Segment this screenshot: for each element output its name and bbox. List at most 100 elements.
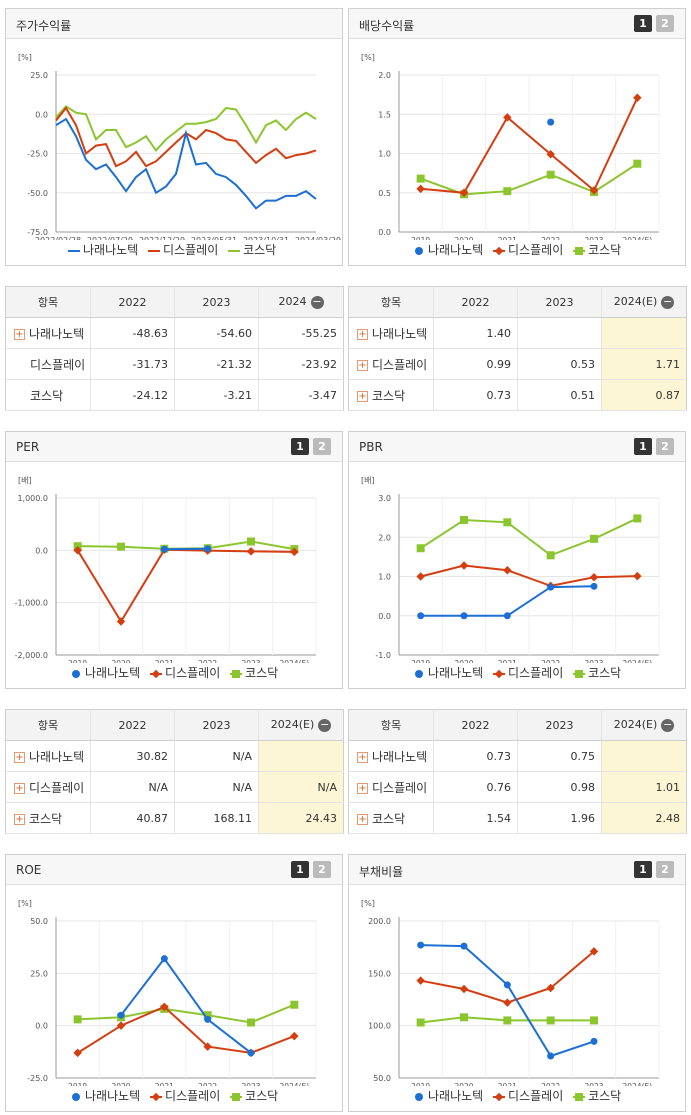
page-1-button[interactable]: 1 [291, 861, 309, 878]
expand-plus-icon[interactable]: + [357, 390, 368, 402]
legend-kosdaq[interactable]: 코스닥 [228, 241, 276, 258]
header-year-label: 2024 [278, 295, 307, 309]
data-point-kosdaq [416, 544, 425, 553]
collapse-icon[interactable]: − [661, 294, 675, 309]
pbr-header: PBR 1 2 [349, 432, 685, 462]
legend-nara[interactable]: 나래나노텍 [413, 241, 483, 258]
legend-display-label: 디스플레이 [163, 243, 219, 257]
x-tick-label: 2021 [498, 236, 517, 240]
legend-display[interactable]: 디스플레이 [150, 664, 220, 681]
page-2-button[interactable]: 2 [656, 438, 674, 455]
header-item: 항목 [348, 709, 434, 741]
legend-kosdaq[interactable]: 코스닥 [573, 1087, 621, 1104]
legend-kosdaq[interactable]: 코스닥 [230, 1087, 278, 1104]
data-point-nara [460, 612, 468, 620]
value-cell: 0.75 [517, 740, 602, 772]
table-row: 디스플레이 -31.73 -21.32 -23.92 [5, 348, 344, 380]
legend-display[interactable]: 디스플레이 [493, 241, 563, 258]
series-line-kosdaq [77, 1003, 295, 1024]
expand-plus-icon[interactable]: + [357, 813, 368, 825]
legend-nara[interactable]: 나래나노텍 [70, 664, 140, 681]
legend-kosdaq-label: 코스닥 [588, 243, 622, 257]
data-point-display [416, 572, 425, 581]
value-cell: 0.51 [517, 379, 602, 411]
expand-plus-icon[interactable]: + [357, 328, 368, 340]
per-table: 항목 2022 2023 2024(E) − + 나래나노텍 30.82 N/A +… [5, 709, 344, 834]
data-point-nara [503, 981, 511, 989]
legend-nara[interactable]: 나래나노텍 [68, 241, 138, 258]
value-cell: 0.87 [601, 379, 687, 411]
row-name-cell[interactable]: + 디스플레이 [5, 771, 91, 803]
value-cell: N/A [258, 771, 344, 803]
collapse-icon[interactable]: − [661, 717, 675, 732]
x-tick-label: 2020 [454, 659, 473, 663]
x-tick-label: 2020 [111, 1082, 130, 1086]
page-2-button[interactable]: 2 [656, 15, 674, 32]
row-name-cell[interactable]: + 코스닥 [348, 802, 434, 834]
legend-kosdaq[interactable]: 코스닥 [573, 664, 621, 681]
collapse-icon[interactable]: − [318, 717, 332, 732]
value-cell: 24.43 [258, 802, 344, 834]
legend-nara[interactable]: 나래나노텍 [70, 1087, 140, 1104]
x-tick-label: 2022 [541, 236, 560, 240]
value-cell [601, 740, 687, 772]
y-unit-label: [%] [18, 899, 32, 908]
page-1-button[interactable]: 1 [634, 438, 652, 455]
data-point-nara [117, 1011, 125, 1019]
data-point-kosdaq [546, 1016, 555, 1025]
table-header-row: 항목 2022 2023 2024(E) − [348, 709, 687, 741]
legend-nara-label: 나래나노텍 [83, 243, 139, 257]
x-tick-label: 2020 [454, 1082, 473, 1086]
dividend-yield-chart: [%]2.0 1.5 1.0 0.5 0.0 2019 2020 2021 2022 2023 20… [361, 53, 660, 240]
data-point-kosdaq [503, 187, 512, 196]
y-tick-label: -75.0 [27, 228, 48, 237]
expand-plus-icon[interactable]: + [357, 359, 368, 371]
page-1-button[interactable]: 1 [634, 15, 652, 32]
page-1-button[interactable]: 1 [291, 438, 309, 455]
legend-display[interactable]: 디스플레이 [148, 241, 218, 258]
legend-kosdaq-label: 코스닥 [243, 243, 277, 257]
series-line-kosdaq [55, 105, 317, 152]
legend-display[interactable]: 디스플레이 [150, 1087, 220, 1104]
legend-nara[interactable]: 나래나노텍 [413, 1087, 483, 1104]
y-tick-label: -1.0 [375, 651, 391, 660]
x-tick-label: 2024/03/29 [295, 236, 341, 240]
expand-plus-icon[interactable]: + [357, 782, 368, 794]
row-name-cell[interactable]: + 나래나노텍 [5, 740, 91, 772]
stock-return-table: 항목 2022 2023 2024− + 나래나노텍 -48.63 -54.60 … [5, 286, 344, 411]
legend-nara-label: 나래나노텍 [85, 666, 141, 680]
expand-plus-icon[interactable]: + [14, 782, 25, 794]
row-name-cell[interactable]: + 코스닥 [5, 802, 91, 834]
page-2-button[interactable]: 2 [656, 861, 674, 878]
data-point-display [116, 1021, 126, 1030]
data-point-kosdaq [416, 174, 425, 183]
data-point-display [589, 573, 599, 582]
expand-plus-icon[interactable]: + [14, 328, 25, 340]
legend-display[interactable]: 디스플레이 [493, 664, 563, 681]
expand-plus-icon[interactable]: + [14, 813, 25, 825]
row-name-cell[interactable]: + 나래나노텍 [348, 740, 434, 772]
legend-display[interactable]: 디스플레이 [493, 1087, 563, 1104]
expand-plus-icon[interactable]: + [357, 751, 368, 763]
row-name-cell[interactable]: + 나래나노텍 [348, 317, 434, 349]
data-point-display [633, 93, 642, 103]
expand-plus-icon[interactable]: + [14, 751, 25, 763]
value-cell: -54.60 [174, 317, 259, 349]
legend-kosdaq[interactable]: 코스닥 [573, 241, 621, 258]
legend-nara-label: 나래나노텍 [85, 1089, 141, 1103]
y-tick-label: 50.0 [373, 1074, 391, 1083]
legend-kosdaq[interactable]: 코스닥 [230, 664, 278, 681]
page-2-button[interactable]: 2 [313, 861, 331, 878]
row-name-cell[interactable]: + 디스플레이 [348, 348, 434, 380]
legend-nara[interactable]: 나래나노텍 [413, 664, 483, 681]
page-1-button[interactable]: 1 [634, 861, 652, 878]
dividend-yield-table: 항목 2022 2023 2024(E) − + 나래나노텍 1.40 + 디스플레이… [348, 286, 687, 411]
row-name-cell[interactable]: + 나래나노텍 [5, 317, 91, 349]
collapse-icon[interactable]: − [310, 294, 324, 309]
row-name-cell[interactable]: + 디스플레이 [348, 771, 434, 803]
roe-chart: [%] 50.0 25.0 0.0 -25.0 2019 2020 2021 2022 2023 2… [18, 899, 317, 1086]
row-name: 코스닥 [29, 811, 63, 826]
page-2-button[interactable]: 2 [313, 438, 331, 455]
x-tick-label: 2019 [68, 659, 87, 663]
row-name-cell[interactable]: + 코스닥 [348, 379, 434, 411]
